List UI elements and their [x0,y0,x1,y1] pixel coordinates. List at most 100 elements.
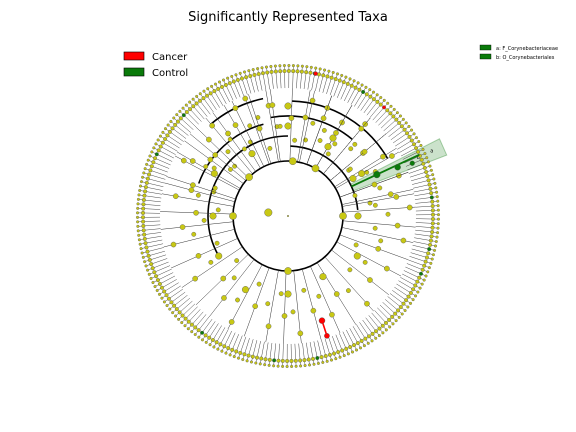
leaf-tip-node [282,64,286,68]
leaf-node [227,81,232,86]
internal-node [302,114,309,121]
leaf-node [223,82,228,87]
leaf-tip-node [414,294,418,298]
leaf-node [430,199,435,204]
leaf-tip-node [238,71,242,75]
leaf-tip-node [150,150,154,154]
leaf-tip-node [433,248,437,252]
leaf-node [412,142,417,147]
internal-node [203,164,209,169]
leaf-node [425,174,430,179]
leaf-tip-node [136,202,140,206]
internal-node [227,136,233,142]
leaf-tip-node [394,319,398,323]
leaf-node [256,71,261,76]
class-node [358,169,366,177]
internal-node [188,187,195,193]
internal-branch [175,195,234,207]
legend: Cancer Control [123,51,188,79]
leaf-node [184,110,189,115]
internal-branch [268,270,279,327]
leaf-node [413,283,418,288]
cancer-node [324,333,330,339]
leaf-node [399,124,404,129]
class-node [353,252,361,260]
leaf-tip-node [327,69,331,73]
internal-branch [342,207,410,213]
leaf-tip-node [432,177,436,181]
leaf-node [141,202,146,207]
internal-node [301,287,307,293]
internal-node [235,297,240,303]
leaf-node [269,69,274,74]
internal-branch [329,151,365,181]
internal-node [256,125,263,132]
internal-node [372,225,378,231]
internal-node [225,149,231,155]
internal-branch [227,133,256,172]
internal-node [394,222,401,229]
leaf-tip-node [202,89,206,93]
leaf-tip-node [296,64,300,68]
leaf-node [430,208,435,213]
leaf-node [148,168,153,173]
internal-node [380,153,386,160]
leaf-tip-node [184,103,188,107]
leaf-node [180,313,185,318]
leaf-tip-node [241,358,245,362]
leaf-tip-node [340,73,344,77]
leaf-tip-node [224,351,228,355]
clade-legend-swatch-b [479,53,492,60]
leaf-node [375,99,380,104]
leaf-node [311,356,316,361]
leaf-tip-node [143,260,147,264]
leaf-tip-node [359,346,363,350]
leaf-node [329,75,334,80]
leaf-node [141,206,146,211]
internal-node [255,115,261,120]
internal-node [206,136,212,143]
leaf-node [152,270,157,275]
internal-node [281,313,288,319]
leaf-node [404,298,409,303]
leaf-tip-node [145,162,149,166]
internal-node [247,123,253,129]
internal-branch [191,189,235,203]
internal-node [267,145,273,151]
leaf-tip-node [136,197,140,201]
internal-branch [331,249,371,281]
internal-branch [231,264,263,323]
internal-branch [173,229,235,245]
leaf-tip-node [168,307,172,311]
leaf-tip-node [344,75,348,79]
leaf-tip-node [436,222,440,226]
class-arc-2 [207,135,289,257]
leaf-node [208,91,213,96]
leaf-tip-node [300,64,304,68]
internal-node [375,246,382,252]
internal-node [232,163,238,169]
leaf-tip-node [325,359,329,363]
leaf-node [430,225,435,230]
leaf-node [141,197,146,202]
leaf-tip-node [436,213,440,217]
leaf-tip-node [191,97,195,101]
leaf-node [193,325,198,330]
leaf-tip-node [436,226,440,230]
leaf-tip-node [263,363,267,367]
internal-branch [364,133,387,152]
internal-node [400,237,407,244]
internal-branch [390,189,414,195]
leaf-tip-node [146,158,150,162]
leaf-tip-node [391,322,395,326]
internal-node [277,123,283,129]
leaf-tip-node [429,261,433,265]
leaf-tip-node [172,116,176,120]
internal-node [367,277,373,283]
leaf-tip-node [147,272,151,276]
internal-node [220,275,227,282]
leaf-node [141,219,146,224]
class-node [284,102,292,110]
leaf-node [218,342,223,347]
leaf-tip-node [382,98,386,102]
